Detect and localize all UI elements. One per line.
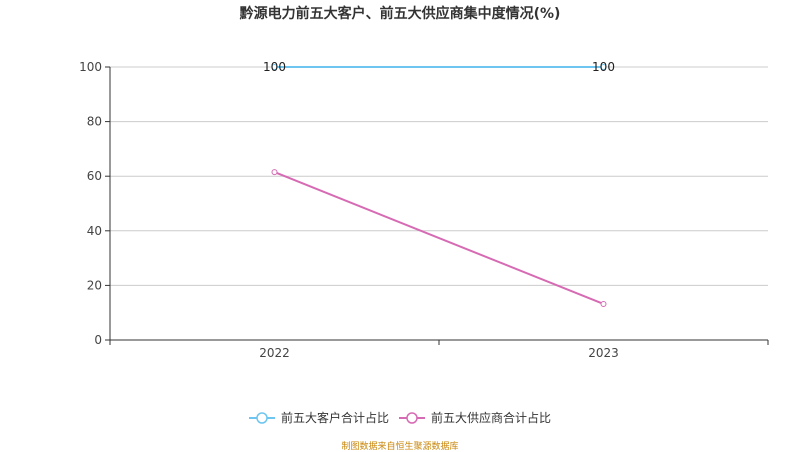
- legend-item-customers[interactable]: 前五大客户合计占比: [248, 409, 389, 426]
- legend-marker-suppliers-icon: [399, 411, 425, 424]
- x-tick-label: 2023: [588, 346, 619, 360]
- y-tick-label: 20: [87, 278, 102, 292]
- legend: 前五大客户合计占比 前五大供应商合计占比: [0, 409, 800, 426]
- y-tick-label: 100: [79, 60, 102, 74]
- chart-title: 黔源电力前五大客户、前五大供应商集中度情况(%): [239, 6, 561, 22]
- series-line-1: [274, 171, 604, 305]
- data-label-0: 100: [263, 60, 286, 74]
- y-tick-label: 40: [87, 224, 102, 238]
- legend-label-customers: 前五大客户合计占比: [280, 411, 389, 425]
- data-label-0: 100: [592, 60, 615, 74]
- source-note: 制图数据来自恒生聚源数据库: [341, 442, 459, 452]
- data-point-1: [600, 300, 607, 307]
- y-tick-label: 0: [94, 333, 102, 347]
- data-point-1: [271, 169, 278, 176]
- y-tick-label: 80: [87, 115, 102, 129]
- data-point-0: [600, 64, 607, 70]
- x-tick-label: 2022: [259, 346, 290, 360]
- legend-label-suppliers: 前五大供应商合计占比: [431, 411, 552, 425]
- legend-marker-customers-icon: [248, 411, 275, 424]
- y-tick-label: 60: [87, 169, 102, 183]
- data-point-0: [271, 64, 278, 70]
- legend-item-suppliers[interactable]: 前五大供应商合计占比: [399, 409, 551, 426]
